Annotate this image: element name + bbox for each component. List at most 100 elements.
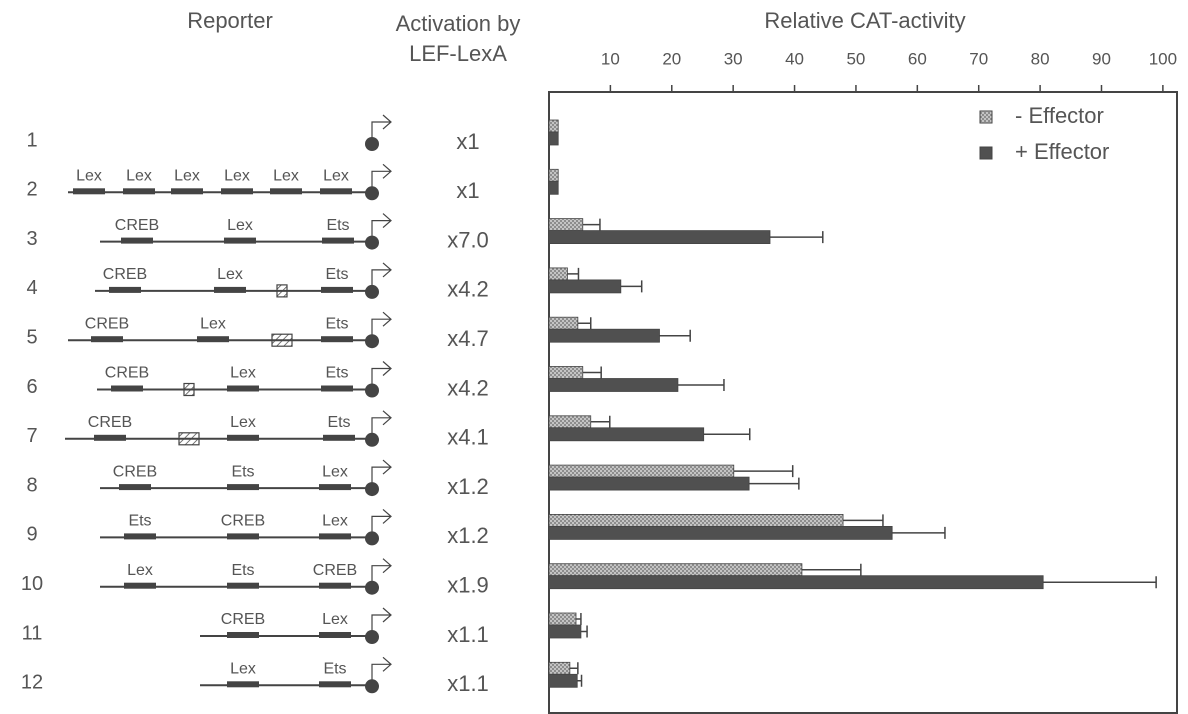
bar <box>548 168 559 182</box>
bar <box>548 328 660 343</box>
binding-site-label: Ets <box>326 217 349 234</box>
row-label: 2 <box>26 179 37 201</box>
binding-site-label: Lex <box>127 562 153 579</box>
promoter <box>365 383 379 398</box>
bar <box>548 131 559 146</box>
x-tick-label: 20 <box>662 49 681 68</box>
bar <box>548 316 579 330</box>
legend-label: - Effector <box>1015 103 1104 128</box>
binding-site-label: Ets <box>325 365 348 382</box>
binding-site <box>73 188 105 195</box>
binding-site <box>121 237 153 244</box>
hatched-site <box>271 333 293 347</box>
row-label: 8 <box>26 474 37 496</box>
error-bar <box>567 267 580 280</box>
binding-site-label: CREB <box>85 315 129 332</box>
activation-value: x1 <box>456 178 479 203</box>
binding-site <box>221 188 253 195</box>
error-bar <box>843 514 884 527</box>
bar <box>548 119 559 133</box>
error-bar <box>590 415 611 428</box>
binding-site-label: CREB <box>88 414 132 431</box>
binding-site <box>119 484 151 491</box>
promoter <box>365 235 379 250</box>
row-label: 7 <box>26 425 37 447</box>
binding-site <box>109 286 141 293</box>
promoter-arrow <box>371 410 392 439</box>
bar <box>548 415 592 429</box>
binding-site-label: CREB <box>221 611 265 628</box>
x-tick-label: 40 <box>785 49 804 68</box>
activation-header: LEF-LexA <box>409 41 507 66</box>
error-bar <box>577 674 583 687</box>
promoter-arrow <box>371 262 392 291</box>
binding-site <box>227 533 259 540</box>
promoter <box>365 432 379 447</box>
x-tick-label: 90 <box>1092 49 1111 68</box>
row-label: 4 <box>26 277 37 299</box>
promoter-arrow <box>371 508 392 538</box>
promoter <box>365 630 379 644</box>
error-bar <box>576 613 582 625</box>
binding-site <box>322 237 354 244</box>
reporter-header: Reporter <box>187 8 273 33</box>
error-bar <box>677 379 725 391</box>
row-label: 10 <box>21 573 43 595</box>
binding-site <box>319 632 351 638</box>
hatched-site <box>276 284 288 298</box>
binding-site <box>224 237 256 244</box>
row-label: 11 <box>22 622 43 644</box>
hatched-site <box>183 382 195 397</box>
binding-site-label: Lex <box>126 168 152 185</box>
x-tick-label: 50 <box>846 49 865 68</box>
x-tick-label: 60 <box>908 49 927 68</box>
binding-site-label: Ets <box>231 562 254 579</box>
x-axis-title: Relative CAT-activity <box>764 8 965 33</box>
activation-value: x1.1 <box>447 671 489 696</box>
promoter <box>365 334 379 349</box>
x-tick-label: 30 <box>724 49 743 68</box>
hatched-site <box>178 432 200 446</box>
error-bar <box>582 218 601 231</box>
activation-value: x4.7 <box>447 326 489 351</box>
binding-site-label: Lex <box>323 168 349 185</box>
binding-site <box>94 434 126 441</box>
promoter <box>365 186 379 201</box>
binding-site-label: Lex <box>322 513 348 530</box>
activation-value: x4.2 <box>447 277 489 302</box>
binding-site <box>227 681 259 688</box>
bar <box>548 180 559 195</box>
activation-value: x1 <box>456 129 479 154</box>
promoter <box>365 679 379 694</box>
promoter <box>365 531 379 546</box>
error-bar <box>580 625 588 638</box>
bar <box>548 267 568 281</box>
error-bar <box>733 465 794 478</box>
activation-value: x1.1 <box>447 622 489 647</box>
error-bar <box>892 526 946 539</box>
binding-site <box>227 484 259 491</box>
binding-site-label: Lex <box>322 463 348 480</box>
row-label: 12 <box>21 672 43 694</box>
binding-site <box>227 632 259 638</box>
activation-value: x7.0 <box>447 227 489 252</box>
binding-site-label: CREB <box>115 217 159 234</box>
legend-swatch-pattern <box>980 111 992 123</box>
binding-site <box>227 582 259 589</box>
activation-value: x1.9 <box>447 573 489 598</box>
x-tick-label: 70 <box>969 49 988 68</box>
binding-site-label: CREB <box>103 266 147 283</box>
bar <box>548 427 705 442</box>
binding-site <box>319 681 351 688</box>
activation-header: Activation by <box>396 11 521 36</box>
bar <box>548 563 803 577</box>
error-bar <box>582 366 602 379</box>
legend-label: + Effector <box>1015 139 1109 164</box>
binding-site-label: Lex <box>230 414 256 431</box>
bar <box>548 514 844 527</box>
promoter <box>365 137 379 151</box>
binding-site <box>227 385 259 392</box>
bar <box>548 366 584 379</box>
binding-site <box>91 336 123 343</box>
binding-site <box>124 533 156 540</box>
